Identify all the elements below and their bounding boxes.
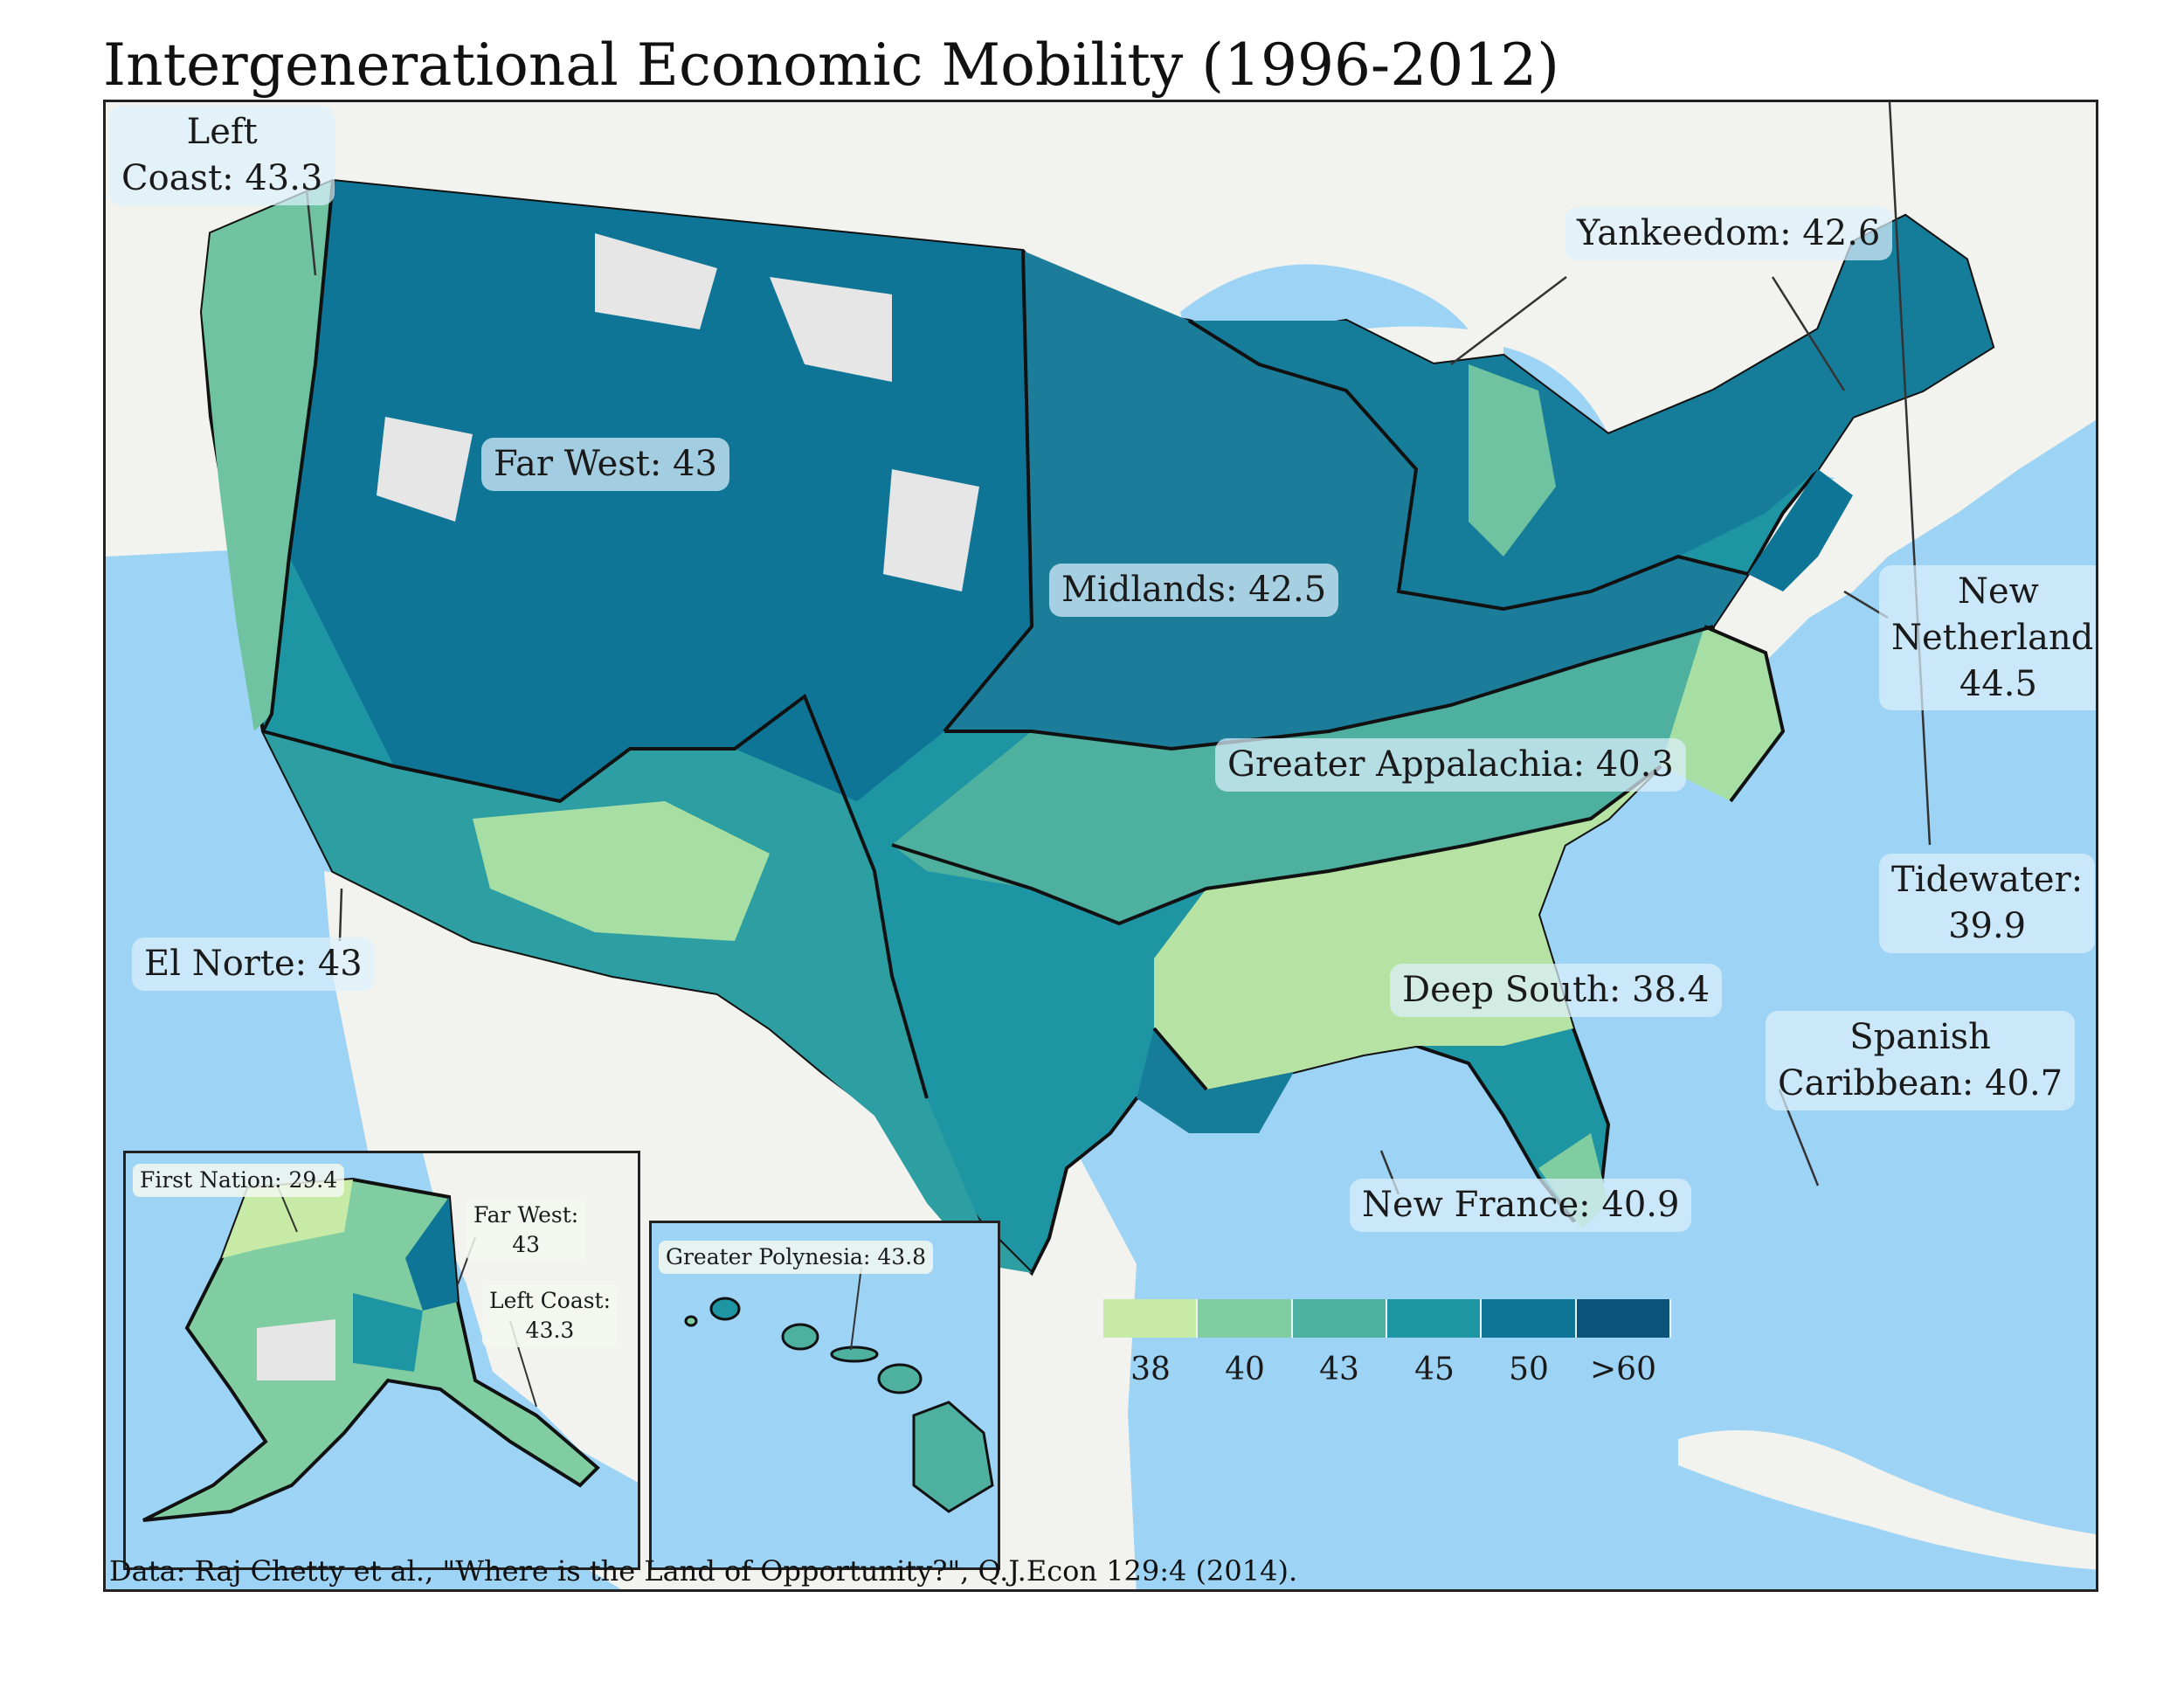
region-label-tidewater: Tidewater: 39.9 [1879,854,2096,953]
island-maui [877,1363,923,1394]
legend-tick-6: >60 [1590,1352,1656,1387]
michigan-light [1469,364,1556,557]
region-label-yankeedom: Yankeedom: 42.6 [1565,207,1893,260]
legend-tick-2: 40 [1225,1352,1265,1387]
tidewater-line2: 39.9 [1948,905,2027,946]
tidewater-line1: Tidewater: [1891,860,2084,900]
island-kauai [709,1297,741,1321]
region-label-midlands: Midlands: 42.5 [1049,564,1339,617]
inset-label-greater-polynesia: Greater Polynesia: 43.8 [659,1241,933,1274]
region-label-greater-appalachia: Greater Appalachia: 40.3 [1215,738,1686,792]
legend-tick-5: 50 [1509,1352,1549,1387]
left-coast-line1: Left [186,112,258,152]
region-label-deep-south: Deep South: 38.4 [1390,964,1723,1017]
el-norte-region [263,696,1032,1273]
tidewater-region [1661,626,1783,801]
region-label-new-france: New France: 40.9 [1350,1179,1692,1232]
alaska-inset: First Nation: 29.4 Far West: 43 Left Coa… [123,1151,640,1570]
legend-swatch-1 [1103,1299,1199,1338]
map-title: Intergenerational Economic Mobility (199… [103,31,1559,99]
region-label-far-west: Far West: 43 [481,438,729,491]
new-netherland-line3: 44.5 [1959,663,2037,704]
hawaii-map [684,1266,994,1513]
alaska-left-coast [405,1197,458,1311]
alaska-far-west-line2: 43 [512,1231,540,1257]
el-norte-light [473,801,770,941]
alaska-left-coast-line2: 43.3 [525,1317,575,1343]
spanish-caribbean-line1: Spanish [1849,1017,1991,1057]
cuba-land [1678,1430,2096,1570]
alaska-no-data [257,1319,335,1380]
region-label-spanish-caribbean: Spanish Caribbean: 40.7 [1766,1011,2076,1110]
spanish-caribbean-line2: Caribbean: 40.7 [1778,1062,2063,1103]
legend-swatch-2 [1198,1299,1293,1338]
alaska-first-nation [222,1180,353,1258]
new-netherland-line2: Netherland: [1891,617,2098,658]
hawaii-inset: Greater Polynesia: 43.8 [649,1221,1000,1570]
map-frame: Left Coast: 43.3 Far West: 43 Yankeedom:… [103,100,2098,1592]
inset-label-left-coast: Left Coast: 43.3 [482,1284,619,1347]
legend-swatch-3 [1292,1299,1387,1338]
far-west-gaps [377,233,979,591]
island-molokai [830,1346,879,1363]
left-coast-region [202,181,333,731]
new-netherland-region [1748,469,1853,591]
legend-tick-3: 43 [1319,1352,1359,1387]
new-netherland-line1: New [1957,571,2039,612]
island-oahu [781,1323,819,1351]
legend-swatch-6 [1576,1299,1671,1338]
region-label-el-norte: El Norte: 43 [132,937,375,991]
legend-swatch-5 [1482,1299,1577,1338]
alaska-left-coast-line1: Left Coast: [489,1288,612,1313]
inset-label-first-nation: First Nation: 29.4 [133,1164,345,1197]
island-niihau [684,1315,698,1327]
legend-ticks: 38 40 43 45 50 >60 [1103,1352,1671,1395]
island-hawaii [912,1401,994,1513]
region-label-new-netherland: New Netherland: 44.5 [1879,565,2098,711]
data-source-note: Data: Raj Chetty et al., "Where is the L… [109,1554,1298,1588]
region-borders [261,180,1786,1099]
legend-swatches [1103,1299,1671,1338]
legend-swatch-4 [1386,1299,1482,1338]
left-coast-line2: Coast: 43.3 [121,157,323,198]
alaska-far-west-line1: Far West: [473,1202,579,1228]
midlands-region [944,251,1748,749]
hawaii-callout-line [850,1266,862,1351]
color-legend: 38 40 43 45 50 >60 [1103,1299,1671,1395]
alaska-far-west [353,1293,423,1372]
inset-label-far-west: Far West: 43 [467,1199,586,1262]
region-label-left-coast: Left Coast: 43.3 [109,106,335,205]
legend-tick-4: 45 [1414,1352,1455,1387]
legend-tick-1: 38 [1130,1352,1171,1387]
yankeedom-region [1189,216,1993,609]
